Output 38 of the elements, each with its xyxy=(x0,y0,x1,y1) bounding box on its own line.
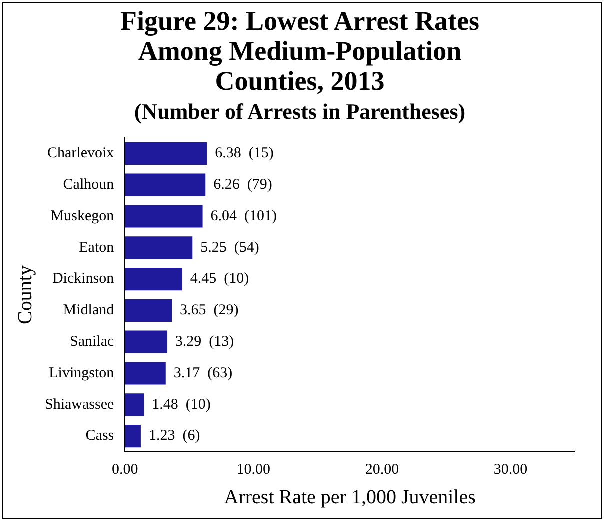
data-label: 6.04 (101) xyxy=(210,208,278,224)
chart-title: Figure 29: Lowest Arrest Rates Among Medium-Population Counties, 2013 xyxy=(120,6,480,96)
bar xyxy=(125,394,144,416)
bar xyxy=(125,174,206,196)
data-label: 1.23 (6) xyxy=(148,428,200,444)
data-label: 3.29 (13) xyxy=(175,334,234,350)
data-label: 3.65 (29) xyxy=(180,302,239,319)
y-tick-label: Midland xyxy=(63,302,115,319)
bar xyxy=(125,236,193,260)
y-tick-label: Calhoun xyxy=(63,177,115,194)
y-tick-label: Cass xyxy=(86,428,114,444)
y-tick-label: Muskegon xyxy=(50,208,115,224)
bar xyxy=(125,424,141,448)
chart-subtitle: (Number of Arrests in Parentheses) xyxy=(133,99,467,125)
bar xyxy=(125,142,208,166)
x-tick-label: 10.00 xyxy=(236,462,271,478)
y-tick-label: Shiawassee xyxy=(44,396,114,413)
data-label: 6.26 (79) xyxy=(214,177,272,194)
bar xyxy=(125,299,172,322)
y-tick-label: Sanilac xyxy=(70,334,114,350)
data-label: 1.48 (10) xyxy=(152,396,211,413)
data-label: 5.25 (54) xyxy=(200,240,260,256)
y-axis-title: County xyxy=(14,266,36,324)
x-tick-label: 20.00 xyxy=(365,462,400,478)
bar xyxy=(125,268,182,291)
x-tick-label: 0.00 xyxy=(112,462,138,478)
bar xyxy=(125,362,166,385)
y-tick-label: Eaton xyxy=(79,240,115,256)
x-axis-title: Arrest Rate per 1,000 Juveniles xyxy=(224,486,476,508)
bar xyxy=(125,330,168,354)
bar xyxy=(125,205,203,228)
data-label: 6.38 (15) xyxy=(215,146,274,162)
data-label: 4.45 (10) xyxy=(190,271,250,288)
y-tick-label: Charlevoix xyxy=(47,146,115,162)
y-tick-label: Livingston xyxy=(49,365,115,382)
y-tick-label: Dickinson xyxy=(52,271,115,288)
data-label: 3.17 (63) xyxy=(174,365,233,382)
x-tick-label: 30.00 xyxy=(494,462,528,478)
